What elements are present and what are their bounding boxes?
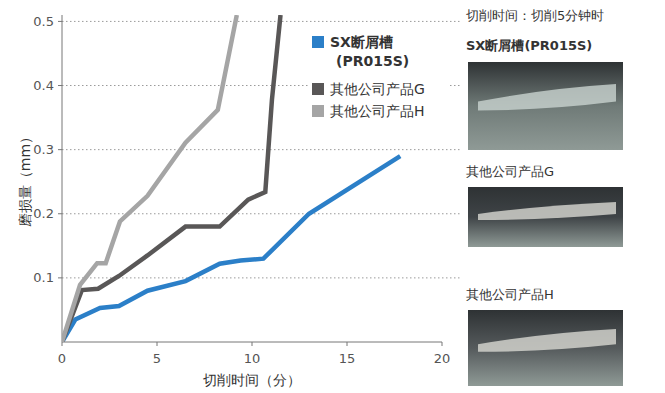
y-tick xyxy=(58,21,62,22)
y-tick xyxy=(58,149,62,150)
y-axis xyxy=(62,15,63,342)
series-line xyxy=(62,15,281,342)
legend-label-line: SX断屑槽 xyxy=(330,34,393,50)
photo-title: 切削时间：切削5分钟时 xyxy=(466,8,604,23)
legend-label: SX断屑槽 (PR015S) xyxy=(330,34,409,69)
legend-label-line: (PR015S) xyxy=(336,53,409,69)
x-tick xyxy=(442,342,443,346)
legend: SX断屑槽 (PR015S) 其他公司产品G 其他公司产品H xyxy=(308,32,448,124)
legend-bg xyxy=(308,32,448,124)
y-tick-label: 0.3 xyxy=(33,142,54,157)
y-tick xyxy=(58,277,62,278)
x-tick-label: 5 xyxy=(153,351,161,366)
grid-line xyxy=(62,213,460,214)
x-tick xyxy=(252,342,253,346)
y-tick-label: 0.5 xyxy=(33,14,54,29)
x-tick-label: 0 xyxy=(58,351,66,366)
y-tick xyxy=(58,213,62,214)
x-tick-label: 15 xyxy=(339,351,356,366)
y-axis-title: 磨损量（mm） xyxy=(17,130,33,227)
y-tick xyxy=(58,85,62,86)
grid-line xyxy=(62,149,460,150)
legend-swatch xyxy=(312,83,324,95)
y-tick-label: 0.4 xyxy=(33,78,54,93)
y-tick-label: 0.2 xyxy=(33,206,54,221)
series-line xyxy=(62,15,237,342)
photo xyxy=(468,62,623,150)
photo-detail xyxy=(478,329,616,352)
photo xyxy=(468,187,623,247)
photo-detail xyxy=(478,202,616,220)
legend-swatch xyxy=(312,105,324,117)
legend-label: 其他公司产品H xyxy=(330,103,425,119)
x-axis xyxy=(62,342,442,343)
photo-detail xyxy=(478,84,616,110)
grid-line xyxy=(62,277,460,278)
x-tick xyxy=(157,342,158,346)
legend-label: 其他公司产品G xyxy=(330,81,425,97)
x-tick xyxy=(347,342,348,346)
legend-swatch xyxy=(312,36,324,48)
x-tick-label: 20 xyxy=(434,351,451,366)
photo-label: SX断屑槽(PR015S) xyxy=(466,38,592,53)
photo-label: 其他公司产品H xyxy=(466,287,554,302)
x-axis-title: 切削时间（分） xyxy=(203,372,301,388)
grid-line xyxy=(62,21,460,22)
x-tick-label: 10 xyxy=(244,351,261,366)
photo-label: 其他公司产品G xyxy=(466,164,554,179)
photo xyxy=(468,310,623,386)
y-tick-label: 0.1 xyxy=(33,270,54,285)
x-tick xyxy=(62,342,63,346)
